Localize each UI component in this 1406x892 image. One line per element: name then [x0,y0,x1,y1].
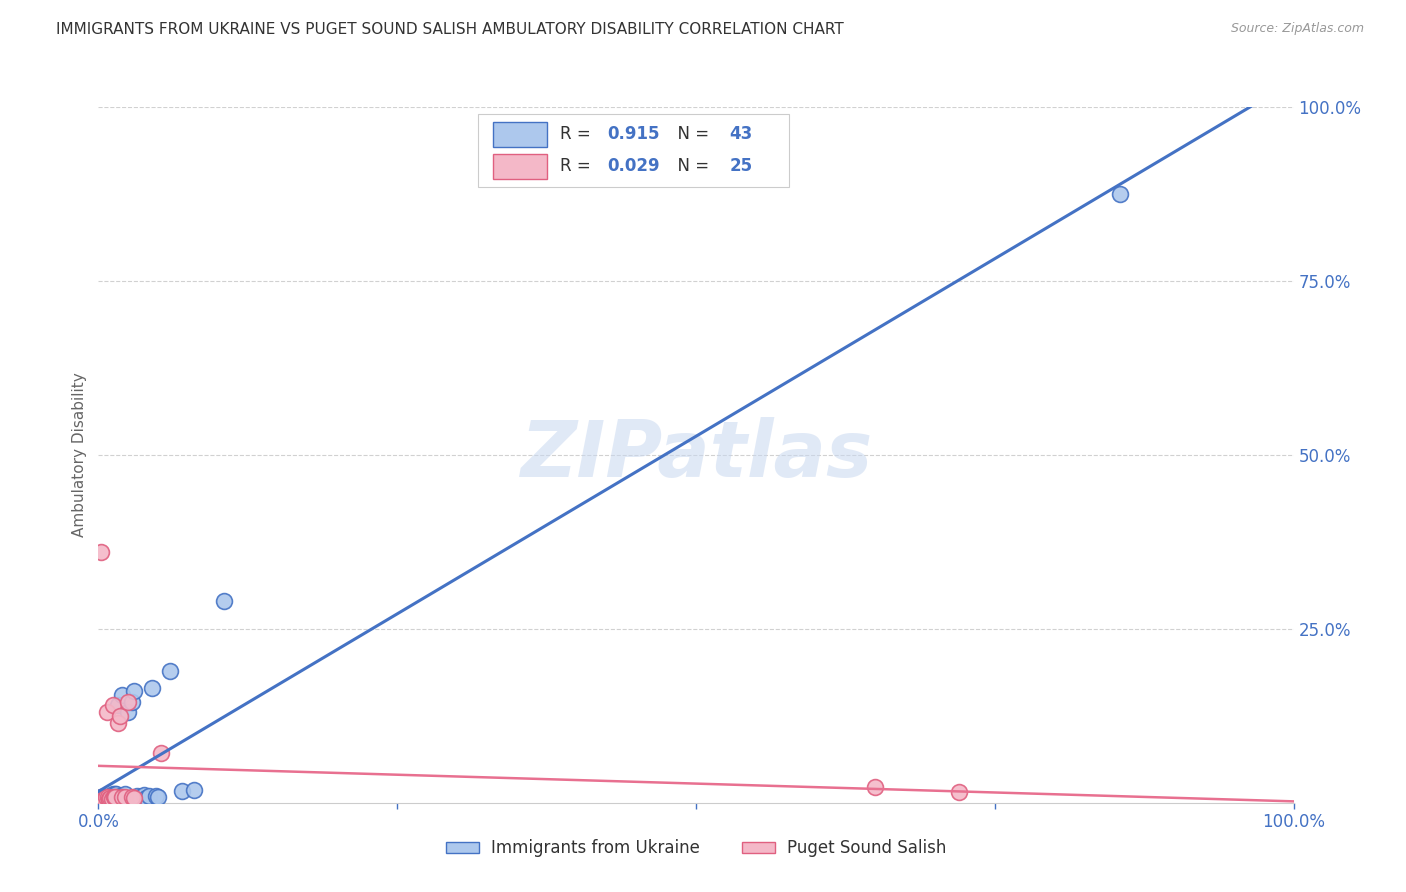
Point [90,791,112,805]
Point [94,790,117,805]
Bar [494,153,547,178]
Point [97,789,120,804]
Point [107,715,129,730]
Point [101,698,124,713]
Point [148,789,170,804]
Point [96,791,118,805]
Text: R =: R = [560,125,596,144]
Point [124,791,146,805]
Point [100,789,122,804]
Point [94,791,117,805]
Text: N =: N = [668,125,714,144]
Point [149,746,172,760]
Point [97,789,120,804]
Point [111,688,134,702]
Point [89,792,111,806]
Point [91,791,114,805]
Point [145,789,167,803]
Point [101,789,124,803]
Point [93,792,115,806]
Point [105,788,128,802]
Point [104,790,127,805]
Point [132,788,155,802]
Point [183,783,205,797]
Point [125,789,148,803]
Point [89,791,111,805]
Point [129,790,152,805]
Point [111,790,134,805]
Point [98,790,121,805]
Point [117,695,139,709]
Text: 25: 25 [730,157,752,175]
Point [98,791,121,805]
Point [103,789,125,804]
Point [159,664,181,678]
Point [1109,187,1132,202]
Point [117,706,139,720]
Point [91,791,114,805]
Point [94,790,117,805]
Point [101,788,124,802]
Point [91,789,114,804]
Point [90,790,112,805]
Point [98,789,122,803]
Point [98,790,122,805]
Point [98,791,122,805]
Point [91,791,114,805]
Point [108,789,131,803]
Bar [494,122,547,147]
Point [90,545,112,559]
Text: R =: R = [560,157,596,175]
Point [107,698,129,713]
Text: 43: 43 [730,125,752,144]
Point [93,789,115,804]
Text: Source: ZipAtlas.com: Source: ZipAtlas.com [1230,22,1364,36]
Y-axis label: Ambulatory Disability: Ambulatory Disability [72,373,87,537]
Point [96,706,118,720]
Point [863,780,887,795]
Legend: Immigrants from Ukraine, Puget Sound Salish: Immigrants from Ukraine, Puget Sound Sal… [439,833,953,864]
Point [91,790,114,805]
Point [104,787,127,801]
Point [121,695,143,709]
Text: N =: N = [668,157,714,175]
Text: 0.029: 0.029 [607,157,661,175]
Text: ZIPatlas: ZIPatlas [520,417,872,493]
Point [172,784,194,798]
Point [93,792,115,806]
Point [97,791,120,805]
Point [135,791,157,805]
Point [100,791,122,805]
Point [114,788,136,802]
Point [124,684,146,698]
Point [138,789,160,803]
Text: IMMIGRANTS FROM UKRAINE VS PUGET SOUND SALISH AMBULATORY DISABILITY CORRELATION : IMMIGRANTS FROM UKRAINE VS PUGET SOUND S… [56,22,844,37]
Point [108,708,131,723]
Point [141,681,163,695]
Point [93,791,115,805]
Point [948,785,970,799]
Point [212,594,235,608]
Point [121,789,143,804]
Point [114,790,136,805]
Point [91,790,114,805]
Point [91,791,114,805]
Text: 0.915: 0.915 [607,125,659,144]
FancyBboxPatch shape [478,114,789,187]
